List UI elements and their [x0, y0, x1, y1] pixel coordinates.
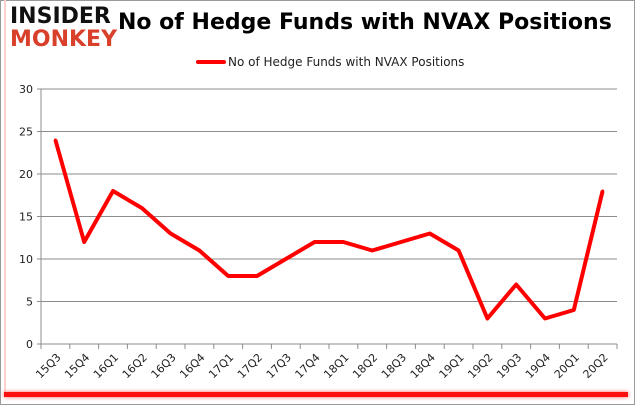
y-tick-label: 10 [19, 253, 33, 266]
y-tick-label: 15 [19, 211, 33, 224]
logo-monkey: MONKEY [10, 27, 118, 52]
y-tick-label: 25 [19, 126, 33, 139]
y-tick-label: 20 [19, 168, 33, 181]
data-point [514, 283, 518, 286]
legend: No of Hedge Funds with NVAX Positions [196, 55, 464, 69]
data-point [457, 249, 461, 252]
x-tick-label: 18Q4 [408, 351, 438, 381]
x-tick-label: 16Q3 [149, 351, 179, 381]
data-point [485, 317, 489, 320]
data-point [601, 189, 605, 193]
x-tick-label: 18Q3 [379, 351, 409, 381]
y-tick-label: 30 [19, 83, 33, 96]
data-point [543, 317, 547, 320]
x-tick-label: 18Q1 [321, 351, 351, 381]
x-tick-label: 20Q1 [552, 351, 582, 381]
data-point [370, 249, 374, 252]
data-point [572, 308, 576, 312]
data-point [111, 189, 115, 193]
data-point [399, 240, 403, 244]
x-tick-label: 20Q2 [581, 351, 611, 381]
x-tick-label: 16Q2 [120, 351, 150, 381]
series-line [53, 139, 605, 321]
data-point [197, 249, 201, 252]
x-tick-label: 17Q1 [206, 351, 236, 381]
data-point [313, 240, 317, 244]
data-point [341, 240, 345, 244]
data-point [82, 240, 86, 244]
x-tick-label: 16Q1 [91, 351, 121, 381]
bottom-red-bar [4, 392, 628, 397]
logo-insider: INSIDER [10, 4, 111, 29]
x-tick-label: 19Q2 [465, 351, 495, 381]
left-shadow [4, 0, 6, 395]
x-tick-label: 17Q3 [264, 351, 294, 381]
data-point [284, 257, 288, 261]
x-tick-label: 16Q4 [177, 351, 207, 381]
data-point [255, 274, 259, 278]
data-point [226, 274, 230, 278]
x-tick-label: 18Q2 [350, 351, 380, 381]
data-point [428, 232, 432, 235]
x-tick-label: 19Q1 [437, 351, 467, 381]
x-tick-label: 19Q3 [494, 351, 524, 381]
chart-title: No of Hedge Funds with NVAX Positions [118, 10, 612, 35]
x-tick-label: 15Q3 [33, 351, 63, 381]
legend-label: No of Hedge Funds with NVAX Positions [228, 55, 465, 69]
x-tick-label: 15Q4 [62, 351, 92, 381]
legend-swatch [196, 60, 226, 64]
data-point [53, 138, 57, 142]
data-point [140, 206, 144, 210]
x-tick-label: 19Q4 [523, 351, 553, 381]
data-point [169, 232, 173, 235]
x-tick-label: 17Q2 [235, 351, 265, 381]
y-tick-label: 0 [26, 338, 33, 351]
y-tick-label: 5 [26, 296, 33, 309]
x-tick-label: 17Q4 [293, 351, 323, 381]
